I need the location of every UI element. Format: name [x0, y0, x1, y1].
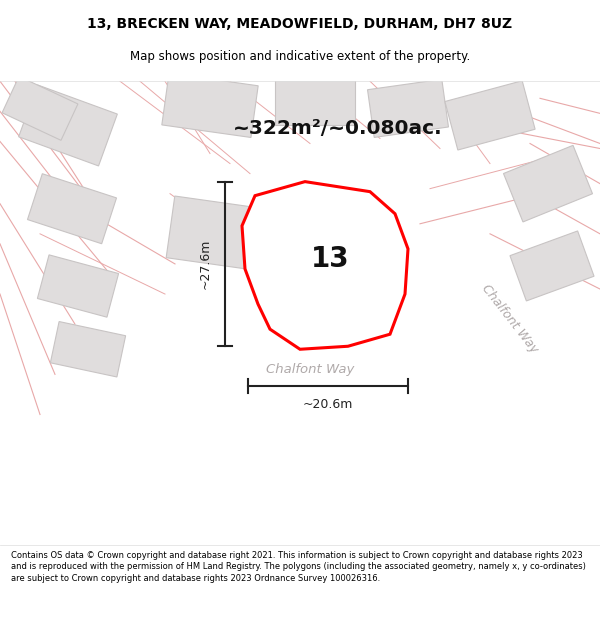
Polygon shape [19, 85, 118, 166]
Polygon shape [445, 81, 535, 150]
Polygon shape [368, 79, 448, 138]
Polygon shape [50, 321, 125, 377]
Polygon shape [28, 174, 116, 244]
Text: 13: 13 [311, 245, 349, 273]
Polygon shape [166, 196, 274, 272]
Text: Chalfont Way: Chalfont Way [479, 282, 541, 356]
Text: Map shows position and indicative extent of the property.: Map shows position and indicative extent… [130, 51, 470, 63]
Polygon shape [2, 76, 78, 141]
Text: ~20.6m: ~20.6m [303, 398, 353, 411]
Polygon shape [162, 73, 258, 138]
Polygon shape [242, 182, 408, 349]
Text: 13, BRECKEN WAY, MEADOWFIELD, DURHAM, DH7 8UZ: 13, BRECKEN WAY, MEADOWFIELD, DURHAM, DH… [88, 18, 512, 31]
Polygon shape [503, 146, 593, 222]
Text: Chalfont Way: Chalfont Way [266, 363, 354, 376]
Polygon shape [37, 255, 119, 318]
Polygon shape [510, 231, 594, 301]
Text: Contains OS data © Crown copyright and database right 2021. This information is : Contains OS data © Crown copyright and d… [11, 551, 586, 583]
Text: ~322m²/~0.080ac.: ~322m²/~0.080ac. [233, 119, 443, 138]
Polygon shape [275, 78, 355, 126]
Text: ~27.6m: ~27.6m [199, 239, 212, 289]
